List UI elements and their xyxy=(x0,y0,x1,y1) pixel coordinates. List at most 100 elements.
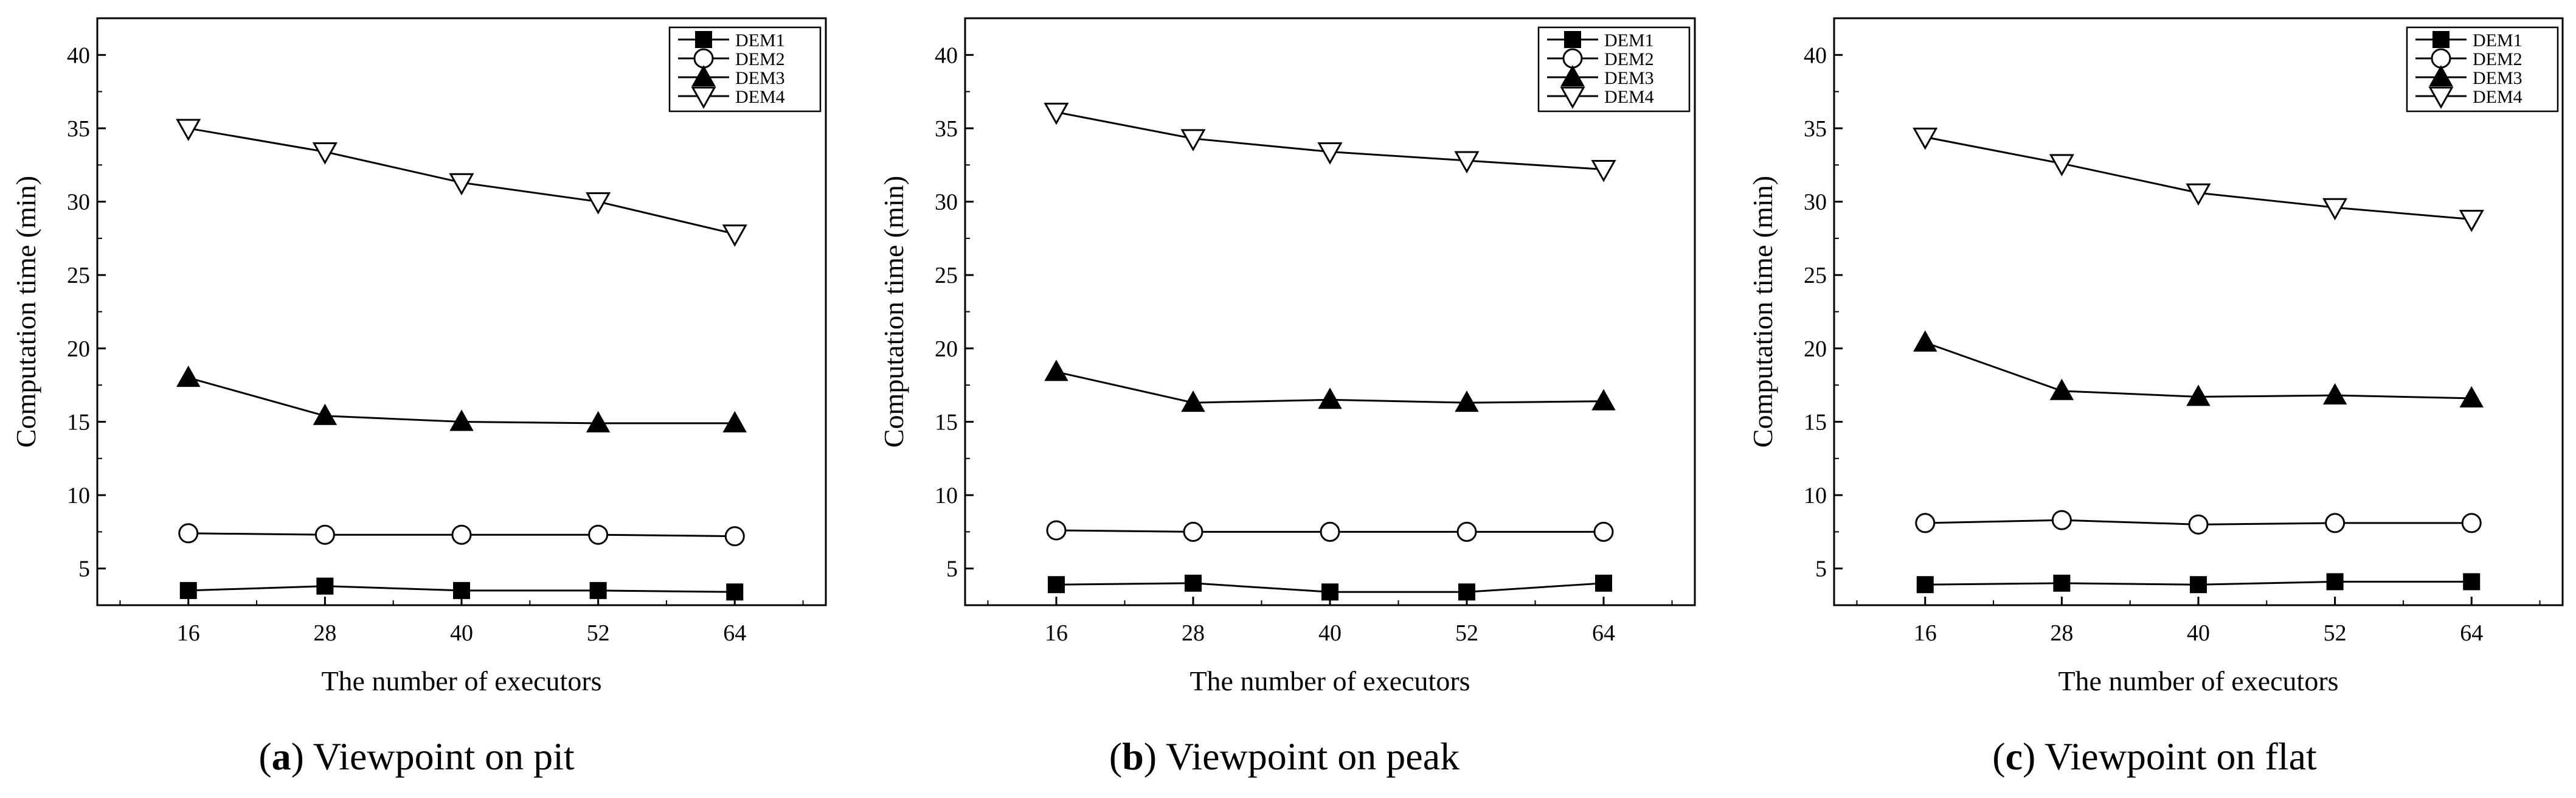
y-axis-label: Computation time (min) xyxy=(1747,176,1778,448)
data-point-dem4 xyxy=(2186,183,2211,206)
data-point-dem4 xyxy=(2322,198,2348,221)
legend-box xyxy=(668,26,822,113)
data-point-dem2 xyxy=(451,524,472,545)
data-point-dem1 xyxy=(2326,573,2344,591)
legend-marker-dem4 xyxy=(1560,86,1585,109)
panel-caption: (a) Viewpoint on pit xyxy=(258,735,575,778)
y-tick-label: 25 xyxy=(1804,263,1827,288)
x-tick-label: 52 xyxy=(1455,620,1478,646)
legend-label: DEM1 xyxy=(735,30,785,50)
data-point-dem1 xyxy=(726,583,744,601)
y-tick-label: 40 xyxy=(67,43,90,68)
y-tick-label: 30 xyxy=(67,190,90,215)
legend-marker-dem2 xyxy=(2431,48,2451,69)
legend-marker-dem3 xyxy=(1560,64,1585,86)
y-tick-label: 35 xyxy=(935,116,958,142)
legend-marker-dem4 xyxy=(691,86,716,109)
y-tick-label: 15 xyxy=(1804,409,1827,435)
data-point-dem2 xyxy=(1183,521,1203,542)
panel-caption: (b) Viewpoint on peak xyxy=(1109,735,1459,778)
panel-caption: (c) Viewpoint on flat xyxy=(1992,735,2317,778)
data-point-dem3 xyxy=(2186,384,2211,406)
legend-marker-dem3 xyxy=(691,64,716,86)
caption-label: a xyxy=(272,735,291,778)
caption-paren: ( xyxy=(1992,735,2005,778)
y-tick-label: 10 xyxy=(67,483,90,508)
y-tick-label: 15 xyxy=(935,409,958,435)
data-point-dem3 xyxy=(586,411,611,432)
data-point-dem4 xyxy=(722,224,747,247)
x-tick-label: 16 xyxy=(1045,620,1068,646)
y-tick-label: 25 xyxy=(67,263,90,288)
caption-paren: ) xyxy=(2023,735,2045,778)
legend-label: DEM4 xyxy=(2473,87,2522,107)
panel-b: 5 10 15 20 25 30 35 40 16 28 40 52 64 The number of e… xyxy=(878,17,1696,778)
data-point-dem4 xyxy=(1180,129,1206,151)
y-tick-label: 40 xyxy=(1804,43,1827,68)
data-point-dem1 xyxy=(2053,574,2071,592)
x-tick-label: 64 xyxy=(2460,620,2483,646)
legend-label: DEM3 xyxy=(2473,68,2522,88)
data-point-dem2 xyxy=(314,524,335,545)
legend-marker-dem3 xyxy=(2429,64,2453,86)
caption-text: Viewpoint on pit xyxy=(313,735,575,778)
data-point-dem2 xyxy=(1046,520,1067,541)
y-tick-label: 15 xyxy=(67,409,90,435)
data-point-dem4 xyxy=(1317,142,1343,165)
legend-label: DEM3 xyxy=(1604,68,1654,88)
legend-label: DEM2 xyxy=(735,49,785,69)
legend-label: DEM4 xyxy=(1604,87,1654,107)
data-point-dem4 xyxy=(1913,127,1938,150)
caption-paren: ) xyxy=(1144,735,1166,778)
legend-label: DEM2 xyxy=(1604,49,1654,69)
caption-paren: ( xyxy=(1109,735,1122,778)
y-tick-label: 30 xyxy=(935,190,958,215)
data-point-dem3 xyxy=(2322,383,2347,405)
legend-label: DEM1 xyxy=(1604,30,1654,50)
data-point-dem2 xyxy=(2188,514,2209,535)
x-tick-label: 28 xyxy=(1182,620,1205,646)
caption-text: Viewpoint on flat xyxy=(2045,735,2317,778)
y-tick-label: 10 xyxy=(1804,483,1827,508)
caption-label: c xyxy=(2006,735,2023,778)
data-point-dem1 xyxy=(1458,583,1475,601)
data-point-dem3 xyxy=(449,409,474,431)
data-point-dem3 xyxy=(722,411,747,432)
data-point-dem4 xyxy=(1044,102,1069,125)
data-point-dem1 xyxy=(1321,583,1338,601)
data-point-dem2 xyxy=(1593,521,1614,542)
data-point-dem4 xyxy=(176,119,201,141)
y-tick-label: 10 xyxy=(935,483,958,508)
data-point-dem2 xyxy=(1320,521,1340,542)
x-tick-label: 16 xyxy=(1914,620,1937,646)
caption-paren: ( xyxy=(258,735,271,778)
x-axis-label: The number of executors xyxy=(2058,665,2338,696)
data-point-dem1 xyxy=(589,581,607,599)
data-point-dem1 xyxy=(1595,574,1612,592)
legend-marker-dem1 xyxy=(695,31,712,48)
x-tick-label: 64 xyxy=(723,620,746,646)
data-point-dem1 xyxy=(1048,576,1065,594)
data-point-dem3 xyxy=(1044,359,1068,381)
x-tick-label: 64 xyxy=(1592,620,1615,646)
data-point-dem2 xyxy=(178,523,199,544)
panel-c: 5 10 15 20 25 30 35 40 16 28 40 52 64 The number of e… xyxy=(1747,17,2564,778)
legend-label: DEM1 xyxy=(2473,30,2522,50)
x-tick-label: 16 xyxy=(177,620,200,646)
caption-text: Viewpoint on peak xyxy=(1166,735,1459,778)
data-point-dem3 xyxy=(1318,387,1342,409)
x-tick-label: 40 xyxy=(1318,620,1342,646)
data-point-dem3 xyxy=(1913,330,1937,352)
y-tick-label: 25 xyxy=(935,263,958,288)
x-tick-label: 28 xyxy=(313,620,336,646)
data-point-dem2 xyxy=(2325,513,2346,533)
x-tick-label: 52 xyxy=(587,620,610,646)
data-point-dem4 xyxy=(586,192,611,215)
data-point-dem4 xyxy=(1591,159,1616,182)
legend-marker-dem1 xyxy=(2432,31,2450,48)
data-point-dem4 xyxy=(2459,210,2484,232)
y-tick-label: 5 xyxy=(78,557,90,582)
data-point-dem1 xyxy=(2190,576,2207,594)
data-point-dem3 xyxy=(1181,390,1205,412)
